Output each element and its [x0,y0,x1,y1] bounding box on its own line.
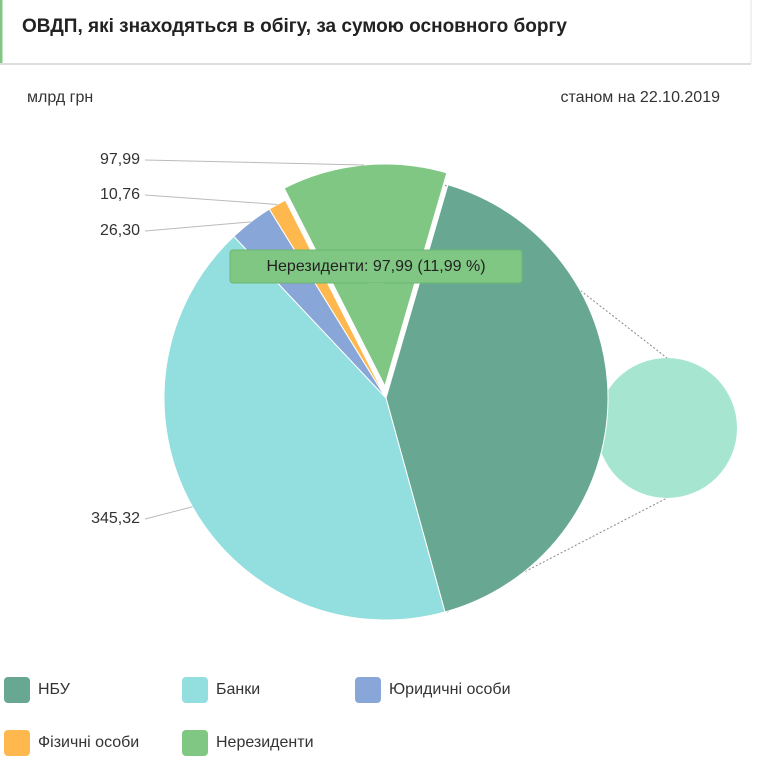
legend-swatch [4,677,30,703]
leader-line [144,221,251,232]
date-note: станом на 22.10.2019 [561,89,721,106]
tooltip-arrow [368,283,384,291]
data-label: 10,76 [100,186,140,203]
legend-label: Банки [216,681,260,698]
legend-swatch [4,730,30,756]
header [0,0,759,64]
leader-line [144,194,278,205]
legend-label: Фізичні особи [38,734,139,751]
legend-swatch [355,677,381,703]
legend-label: НБУ [38,681,71,698]
legend-swatch [182,677,208,703]
legend-label: Нерезиденти [216,734,314,751]
data-label: 97,99 [100,151,140,168]
legend-swatch [182,730,208,756]
leader-line [144,159,365,166]
tooltip-text: Нерезиденти: 97,99 (11,99 %) [266,258,485,275]
data-label: 26,30 [100,222,140,239]
leader-line [144,506,193,520]
chart-title: ОВДП, які знаходяться в обігу, за сумою … [22,16,567,37]
data-label: 345,32 [91,510,140,527]
detail-circle [597,358,737,498]
pie-slice [385,184,609,613]
unit-label: млрд грн [27,89,93,106]
legend-label: Юридичні особи [389,681,511,698]
